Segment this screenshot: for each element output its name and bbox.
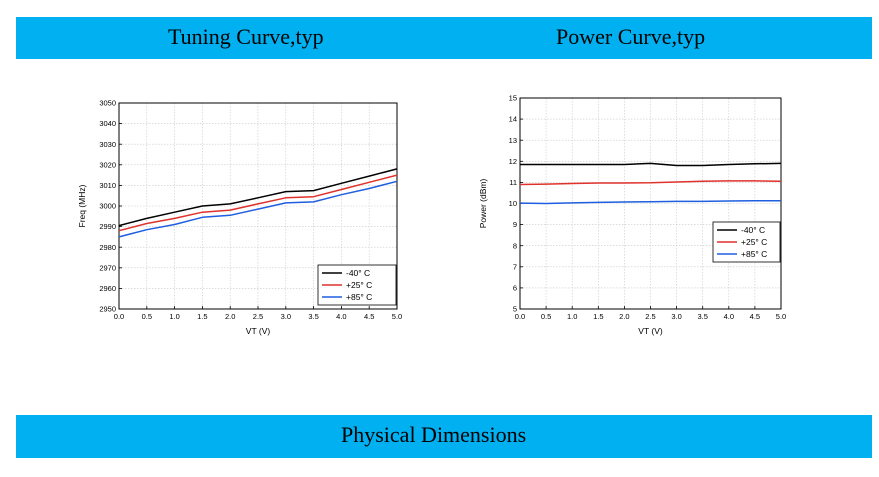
tuning-x-tick-label: 0.5 [142, 312, 152, 321]
tuning-y-tick-label: 2960 [99, 284, 116, 293]
power-x-tick-label: 2.5 [645, 312, 655, 321]
tuning-curve-title: Tuning Curve,typ [168, 24, 324, 49]
tuning-y-tick-label: 3000 [99, 202, 116, 211]
power-x-tick-label: 2.0 [619, 312, 629, 321]
tuning-x-tick-label: 3.0 [281, 312, 291, 321]
tuning-x-tick-label: 1.5 [197, 312, 207, 321]
footer-banner: Physical Dimensions [16, 415, 872, 458]
power-y-tick-label: 13 [509, 136, 517, 145]
power-x-axis-label: VT (V) [638, 326, 663, 336]
power-y-tick-label: 14 [509, 115, 517, 124]
tuning-x-tick-label: 0.0 [114, 312, 124, 321]
tuning-x-tick-label: 3.5 [308, 312, 318, 321]
power-y-tick-label: 5 [513, 305, 517, 314]
tuning-y-tick-label: 3020 [99, 160, 116, 169]
power-y-tick-label: 7 [513, 262, 517, 271]
power-x-tick-label: 5.0 [776, 312, 786, 321]
tuning-series-line-2 [118, 180, 398, 238]
tuning-y-tick-label: 2990 [99, 222, 116, 231]
power-legend-label-2: +85° C [741, 249, 767, 259]
tuning-y-axis-label: Freq (MHz) [77, 184, 87, 227]
power-x-tick-label: 1.0 [567, 312, 577, 321]
power-y-tick-label: 9 [513, 220, 517, 229]
power-series-line-0 [520, 162, 782, 167]
tuning-x-axis-label: VT (V) [246, 326, 271, 336]
tuning-y-tick-label: 3040 [99, 119, 116, 128]
power-y-tick-label: 12 [509, 157, 517, 166]
power-x-tick-label: 0.0 [515, 312, 525, 321]
tuning-series-line-1 [118, 174, 398, 232]
tuning-y-tick-label: 2970 [99, 263, 116, 272]
power-y-tick-label: 15 [509, 94, 517, 103]
tuning-x-tick-label: 2.0 [225, 312, 235, 321]
tuning-x-tick-label: 5.0 [392, 312, 402, 321]
tuning-y-tick-label: 3030 [99, 140, 116, 149]
tuning-legend-label-1: +25° C [346, 280, 372, 290]
power-x-tick-label: 3.0 [671, 312, 681, 321]
tuning-x-tick-label: 1.0 [169, 312, 179, 321]
power-y-tick-label: 11 [509, 178, 517, 187]
tuning-x-tick-label: 4.0 [336, 312, 346, 321]
tuning-x-tick-label: 4.5 [364, 312, 374, 321]
power-x-tick-label: 0.5 [541, 312, 551, 321]
power-x-tick-label: 1.5 [593, 312, 603, 321]
power-x-tick-label: 3.5 [697, 312, 707, 321]
power-legend-label-1: +25° C [741, 237, 767, 247]
power-curve-title: Power Curve,typ [556, 24, 706, 49]
tuning-x-tick-label: 2.5 [253, 312, 263, 321]
power-y-axis-label: Power (dBm) [478, 179, 488, 229]
power-series-line-2 [519, 200, 781, 205]
power-series-line-1 [519, 180, 782, 186]
power-y-tick-label: 10 [509, 199, 517, 208]
tuning-y-tick-label: 3010 [99, 181, 116, 190]
power-y-tick-label: 6 [513, 284, 517, 293]
tuning-y-tick-label: 2950 [99, 305, 116, 314]
header-banner: Tuning Curve,typ Power Curve,typ [16, 17, 872, 59]
power-legend-label-0: -40° C [741, 225, 765, 235]
physical-dimensions-title: Physical Dimensions [341, 422, 527, 447]
tuning-y-tick-label: 3050 [99, 99, 116, 108]
tuning-series-line-0 [118, 168, 398, 227]
power-x-tick-label: 4.0 [724, 312, 734, 321]
tuning-legend-label-0: -40° C [346, 268, 370, 278]
power-y-tick-label: 8 [513, 241, 517, 250]
power-x-tick-label: 4.5 [750, 312, 760, 321]
tuning-legend-label-2: +85° C [346, 292, 372, 302]
tuning-y-tick-label: 2980 [99, 243, 116, 252]
